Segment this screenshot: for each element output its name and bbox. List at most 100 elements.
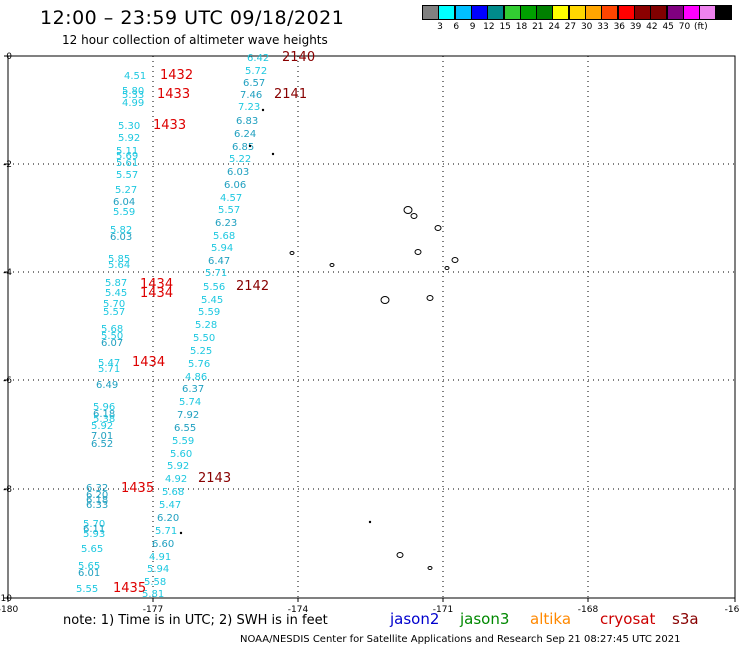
swh-value-label: 6.85 <box>232 142 254 153</box>
legend-jason3: jason3 <box>460 610 510 628</box>
colorbar-tick: 6 <box>453 22 460 32</box>
swh-value-label: 6.55 <box>174 423 196 434</box>
colorbar-tick: 70 <box>678 22 691 32</box>
legend-cryosat: cryosat <box>600 610 656 628</box>
x-tick-label: -177 <box>143 605 163 615</box>
swh-value-label: 5.92 <box>118 133 140 144</box>
swh-value-label: 7.92 <box>177 410 199 421</box>
legend-note: note: 1) Time is in UTC; 2) SWH is in fe… <box>63 613 328 628</box>
swh-value-label: 5.68 <box>101 324 123 335</box>
y-tick-label: -2 <box>3 160 12 170</box>
swh-value-label: 5.50 <box>101 331 123 342</box>
swh-value-label: 5.11 <box>116 146 138 157</box>
subtitle: 12 hour collection of altimeter wave hei… <box>62 33 328 47</box>
title: 12:00 – 23:59 UTC 09/18/2021 <box>40 7 345 29</box>
swh-value-label: 5.94 <box>211 243 233 254</box>
swh-value-label: 5.70 <box>83 519 105 530</box>
island-outline <box>396 552 404 558</box>
credit-line: NOAA/NESDIS Center for Satellite Applica… <box>240 634 681 645</box>
swh-value-label: 7.23 <box>238 102 260 113</box>
legend-altika: altika <box>530 610 572 628</box>
island-outline <box>444 266 450 270</box>
colorbar-tick: 33 <box>597 22 609 32</box>
island-outline <box>403 206 413 214</box>
x-tick-label: -16 <box>725 605 740 615</box>
swh-value-label: 4.92 <box>165 474 187 485</box>
y-tick-label: -8 <box>3 485 12 495</box>
swh-value-label: 5.28 <box>195 320 217 331</box>
swh-value-label: 5.47 <box>98 358 120 369</box>
y-tick-label: 0 <box>6 52 12 62</box>
swh-value-label: 5.71 <box>205 268 227 279</box>
swh-value-label: 5.56 <box>203 282 225 293</box>
swh-value-label: 6.04 <box>113 197 135 208</box>
y-tick-label: -6 <box>3 376 12 386</box>
island-outline <box>329 263 335 267</box>
swh-value-label: 6.52 <box>91 439 113 450</box>
colorbar-tick: 39 <box>629 22 642 32</box>
island-dot <box>248 144 252 148</box>
island-outline <box>410 213 418 219</box>
swh-value-label: 5.27 <box>115 185 137 196</box>
swh-value-label: 5.58 <box>144 577 166 588</box>
time-label: 1433 <box>157 87 190 102</box>
swh-value-label: 5.57 <box>218 205 240 216</box>
island-dot <box>271 152 275 156</box>
swh-value-label: 5.82 <box>110 225 132 236</box>
swh-value-label: 5.68 <box>162 487 184 498</box>
colorbar-tick: (ft) <box>694 22 708 32</box>
y-tick-label: -10 <box>0 594 12 604</box>
time-label: 2142 <box>236 279 269 294</box>
island-dot <box>179 531 183 535</box>
time-label: 1435 <box>113 581 146 596</box>
swh-value-label: 6.49 <box>96 380 118 391</box>
island-outline <box>380 296 390 304</box>
swh-value-label: 5.76 <box>188 359 210 370</box>
swh-value-label: 6.18 <box>93 409 115 420</box>
swh-value-label: 5.57 <box>116 170 138 181</box>
swh-value-label: 5.92 <box>167 461 189 472</box>
island-outline <box>289 251 295 255</box>
legend-s3a: s3a <box>672 610 699 628</box>
swh-value-label: 5.65 <box>78 561 100 572</box>
swh-value-label: 4.51 <box>124 71 146 82</box>
swh-value-label: 7.46 <box>240 90 262 101</box>
swh-value-label: 5.93 <box>83 529 105 540</box>
y-tick-label: -4 <box>3 268 12 278</box>
x-tick-label: -171 <box>433 605 453 615</box>
swh-value-label: 5.80 <box>122 86 144 97</box>
swh-value-label: 5.30 <box>118 121 140 132</box>
swh-value-label: 5.47 <box>159 500 181 511</box>
colorbar-tick: 24 <box>548 22 560 32</box>
colorbar-swatch <box>715 5 733 20</box>
colorbar-tick: 3 <box>437 22 443 32</box>
time-label: 1433 <box>153 118 186 133</box>
island-outline <box>414 249 422 255</box>
swh-value-label: 6.03 <box>227 167 249 178</box>
swh-value-label: 5.59 <box>113 207 135 218</box>
plot-frame <box>7 55 736 599</box>
time-label: 2143 <box>198 471 231 486</box>
colorbar-tick: 21 <box>532 22 544 32</box>
swh-value-label: 5.65 <box>81 544 103 555</box>
colorbar-tick: 15 <box>499 22 511 32</box>
swh-value-label: 6.24 <box>234 129 256 140</box>
swh-value-label: 5.96 <box>93 402 115 413</box>
swh-value-label: 6.20 <box>157 513 179 524</box>
swh-value-label: 4.57 <box>220 193 242 204</box>
swh-value-label: 5.59 <box>172 436 194 447</box>
x-tick-label: -180 <box>0 605 18 615</box>
swh-value-label: 5.72 <box>245 66 267 77</box>
swh-value-label: 6.57 <box>243 78 265 89</box>
swh-value-label: 5.81 <box>142 589 164 600</box>
colorbar-tick: 45 <box>662 22 674 32</box>
swh-value-label: 6.23 <box>215 218 237 229</box>
colorbar-tick: 12 <box>483 22 495 32</box>
swh-value-label: 6.06 <box>224 180 246 191</box>
swh-value-label: 5.71 <box>155 526 177 537</box>
island-dot <box>261 108 265 112</box>
swh-value-label: 5.74 <box>179 397 201 408</box>
swh-value-label: 6.42 <box>247 53 269 64</box>
swh-value-label: 6.18 <box>86 495 108 506</box>
colorbar-tick: 27 <box>564 22 577 32</box>
